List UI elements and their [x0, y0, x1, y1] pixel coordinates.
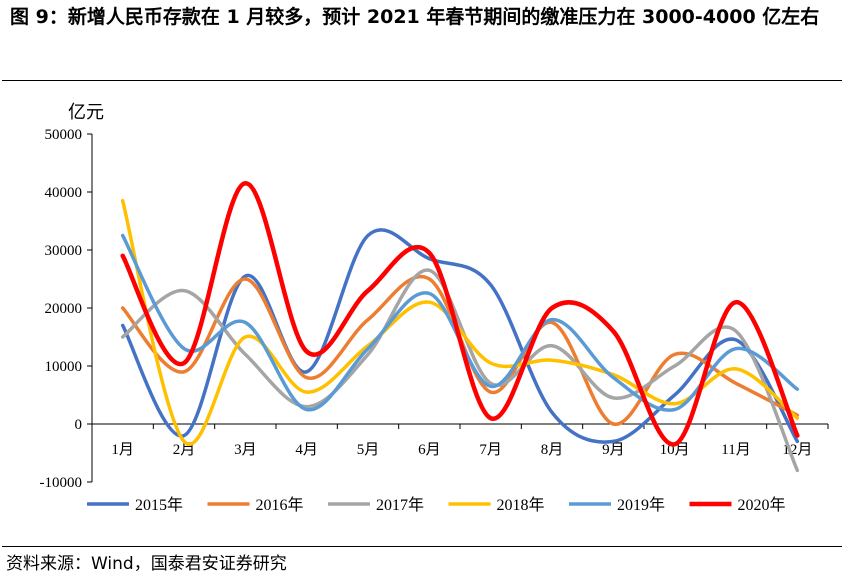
x-tick-label: 3月 — [234, 442, 257, 458]
legend-label: 2018年 — [497, 496, 545, 514]
x-tick-label: 1月 — [111, 442, 134, 458]
y-tick-label: 30000 — [45, 243, 83, 259]
x-tick-label: 8月 — [541, 442, 564, 458]
series-line-3 — [120, 198, 800, 446]
series-lines — [120, 181, 800, 473]
x-tick-label: 10月 — [660, 442, 690, 458]
legend-label: 2017年 — [376, 496, 424, 514]
x-tick-label: 5月 — [357, 442, 380, 458]
x-tick-label: 7月 — [479, 442, 502, 458]
x-tick-label: 6月 — [418, 442, 441, 458]
y-axis-unit: 亿元 — [68, 102, 104, 123]
y-tick-label: 50000 — [45, 127, 83, 143]
x-tick-label: 9月 — [602, 442, 625, 458]
source-note: 资料来源：Wind，国泰君安证券研究 — [6, 554, 287, 574]
y-tick-label: 0 — [75, 417, 83, 433]
legend-label: 2016年 — [256, 496, 304, 514]
legend-label: 2020年 — [738, 496, 786, 514]
x-tick-label: 11月 — [721, 442, 750, 458]
series-line-4 — [120, 233, 800, 412]
legend-label: 2015年 — [135, 496, 183, 514]
y-tick-label: -10000 — [40, 475, 83, 491]
source-rule — [2, 546, 842, 547]
y-tick-label: 10000 — [45, 359, 83, 375]
y-tick-label: 40000 — [45, 185, 83, 201]
series-line-5 — [120, 181, 800, 447]
legend: 2015年 2016年 2017年 2018年 2019年 2020年 — [87, 496, 786, 514]
figure-title: 图 9：新增人民币存款在 1 月较多，预计 2021 年春节期间的缴准压力在 3… — [10, 6, 820, 28]
legend-label: 2019年 — [617, 496, 665, 514]
x-tick-label: 4月 — [295, 442, 318, 458]
y-tick-label: 20000 — [45, 301, 83, 317]
title-rule — [2, 80, 842, 81]
